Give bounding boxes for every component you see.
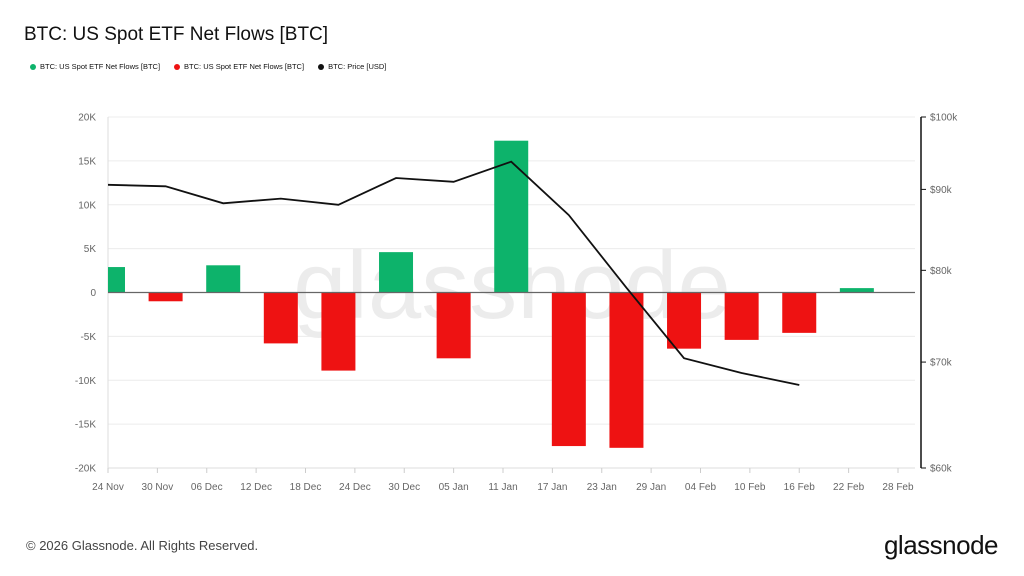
- chart-title: BTC: US Spot ETF Net Flows [BTC]: [24, 24, 329, 45]
- bars: [108, 140, 874, 448]
- copyright: © 2026 Glassnode. All Rights Reserved.: [26, 538, 259, 553]
- x-tick-label: 23 Jan: [587, 482, 617, 493]
- legend-item[interactable]: BTC: US Spot ETF Net Flows [BTC]: [174, 62, 304, 71]
- bar-inflow: [206, 265, 241, 293]
- y-right-tick-label: $90k: [930, 185, 953, 196]
- x-tick-label: 30 Nov: [142, 482, 174, 493]
- x-tick-label: 06 Dec: [191, 482, 223, 493]
- y-right-tick-label: $80k: [930, 266, 953, 277]
- y-left-tick-label: 10K: [78, 200, 96, 211]
- bar-outflow: [263, 292, 298, 344]
- x-tick-label: 11 Jan: [488, 482, 517, 493]
- x-tick-label: 29 Jan: [636, 482, 666, 493]
- legend-item[interactable]: BTC: Price [USD]: [318, 62, 386, 71]
- x-tick-label: 28 Feb: [882, 482, 914, 493]
- bar-outflow: [551, 292, 586, 447]
- y-right-tick-label: $100k: [930, 113, 958, 124]
- x-tick-label: 16 Feb: [784, 482, 816, 493]
- legend-label: BTC: Price [USD]: [328, 62, 387, 71]
- bar-outflow: [724, 292, 759, 340]
- y-right-tick-label: $70k: [930, 358, 953, 369]
- price-line: [107, 160, 800, 386]
- brand-logo: glassnode: [883, 530, 999, 560]
- bar-outflow: [321, 292, 356, 371]
- x-tick-label: 12 Dec: [240, 482, 272, 493]
- bar-outflow: [782, 292, 817, 333]
- bar-inflow: [494, 140, 529, 293]
- legend-label: BTC: US Spot ETF Net Flows [BTC]: [40, 62, 161, 71]
- bar-outflow: [148, 292, 183, 302]
- bar-inflow: [108, 267, 125, 293]
- y-left-tick-label: 15K: [78, 156, 96, 167]
- x-tick-label: 30 Dec: [388, 482, 420, 493]
- y-left-tick-label: -15K: [75, 420, 96, 431]
- x-tick-label: 24 Dec: [339, 482, 371, 493]
- y-left-tick-label: -10K: [75, 376, 96, 387]
- x-tick-label: 24 Nov: [92, 482, 124, 493]
- bar-outflow: [609, 292, 644, 448]
- y-left-tick-label: 20K: [78, 113, 96, 124]
- y-right-tick-label: $60k: [930, 464, 953, 475]
- legend-dot-icon: [30, 63, 36, 70]
- x-tick-label: 05 Jan: [439, 482, 469, 493]
- legend: BTC: US Spot ETF Net Flows [BTC] BTC: US …: [30, 62, 386, 71]
- legend-dot-icon: [174, 63, 181, 70]
- legend-dot-icon: [318, 63, 325, 70]
- y-left-tick-label: 0: [90, 288, 96, 299]
- bar-inflow: [839, 288, 874, 293]
- y-left-tick-label: 5K: [84, 244, 97, 255]
- bar-outflow: [667, 292, 702, 349]
- y-left-tick-label: -5K: [80, 332, 96, 343]
- legend-label: BTC: US Spot ETF Net Flows [BTC]: [184, 62, 305, 71]
- x-tick-label: 18 Dec: [290, 482, 322, 493]
- bar-outflow: [436, 292, 471, 359]
- x-tick-label: 10 Feb: [734, 482, 766, 493]
- y-left-tick-label: -20K: [75, 464, 96, 475]
- x-tick-label: 04 Feb: [685, 482, 717, 493]
- x-tick-label: 22 Feb: [833, 482, 865, 493]
- x-tick-label: 17 Jan: [537, 482, 567, 493]
- bar-inflow: [379, 252, 414, 293]
- legend-item[interactable]: BTC: US Spot ETF Net Flows [BTC]: [30, 62, 160, 71]
